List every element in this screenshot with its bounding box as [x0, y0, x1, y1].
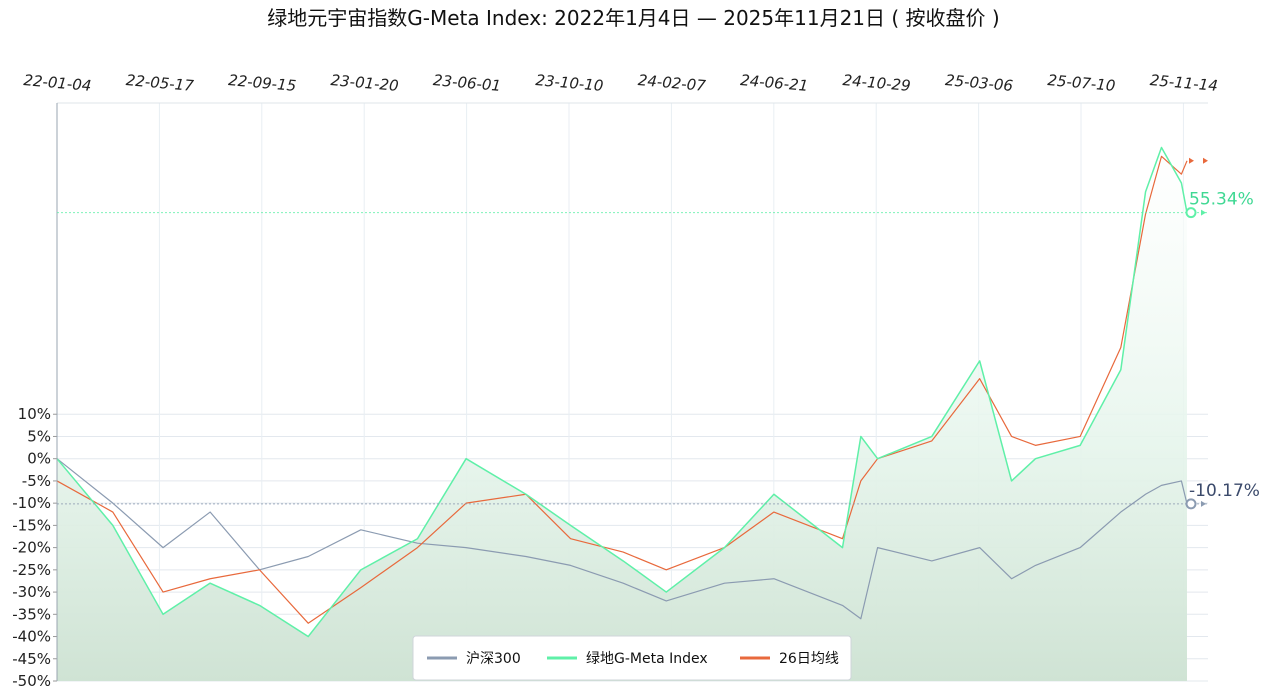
x-tick-label: 23-10-10	[535, 71, 604, 95]
x-tick-label: 23-01-20	[330, 71, 399, 95]
y-tick-label: -10%	[12, 494, 51, 512]
y-tick-label: -20%	[12, 539, 51, 557]
end-arrow	[1201, 209, 1206, 216]
series-line-0	[56, 458, 1188, 620]
end-point-marker	[1185, 207, 1197, 219]
y-tick-label: 10%	[18, 405, 51, 423]
x-tick-label: 22-09-15	[228, 71, 297, 95]
y-axis: 10% 5% 0% -5% -10% -15% -20% -25% -30% -35% -40% -4…	[12, 103, 58, 690]
legend: 沪深300 绿地G-Meta Index 26日均线	[412, 635, 852, 681]
area-g-meta	[57, 147, 1187, 681]
ma-end-arrow	[1189, 157, 1194, 164]
series-line-1	[56, 146, 1188, 638]
area-fill	[57, 147, 1187, 681]
y-tick-label: -30%	[12, 583, 51, 601]
legend-label: 绿地G-Meta Index	[586, 651, 708, 667]
end-markers: 55.34% -10.17%	[57, 157, 1260, 510]
y-tick-label: -15%	[12, 516, 51, 534]
x-tick-label: 24-10-29	[842, 71, 911, 95]
x-tick-label: 25-03-06	[944, 71, 1013, 95]
x-tick-label: 22-01-04	[23, 71, 92, 95]
y-tick-label: -40%	[12, 628, 51, 646]
value-label: -10.17%	[1189, 481, 1260, 501]
legend-label: 26日均线	[779, 651, 839, 667]
y-tick-label: -25%	[12, 561, 51, 579]
x-tick-label: 23-06-01	[432, 71, 501, 95]
x-tick-label: 25-11-14	[1149, 71, 1218, 95]
x-tick-label: 22-05-17	[125, 71, 195, 95]
x-tick-label: 25-07-10	[1047, 71, 1116, 95]
x-axis: 22-01-04 22-05-17 22-09-15 23-01-20 23-06-01…	[23, 71, 1219, 95]
y-tick-label: 0%	[27, 450, 51, 468]
x-tick-label: 24-06-21	[740, 71, 809, 95]
y-tick-label: -35%	[12, 605, 51, 623]
y-tick-label: -5%	[22, 472, 51, 490]
end-point-marker	[1185, 498, 1197, 510]
end-arrow	[1201, 500, 1206, 507]
chart-title: 绿地元宇宙指数G-Meta Index: 2022年1月4日 — 2025年11…	[267, 6, 1000, 30]
x-tick-label: 24-02-07	[637, 71, 707, 95]
series-line-2	[56, 155, 1188, 624]
series-lines	[56, 146, 1188, 638]
legend-label: 沪深300	[466, 651, 521, 667]
y-tick-label: 5%	[27, 427, 51, 445]
y-tick-label: -50%	[12, 672, 51, 690]
legend-box	[412, 635, 852, 681]
ma-end-arrow	[1203, 157, 1208, 164]
value-label: 55.34%	[1189, 190, 1254, 210]
y-tick-label: -45%	[12, 650, 51, 668]
